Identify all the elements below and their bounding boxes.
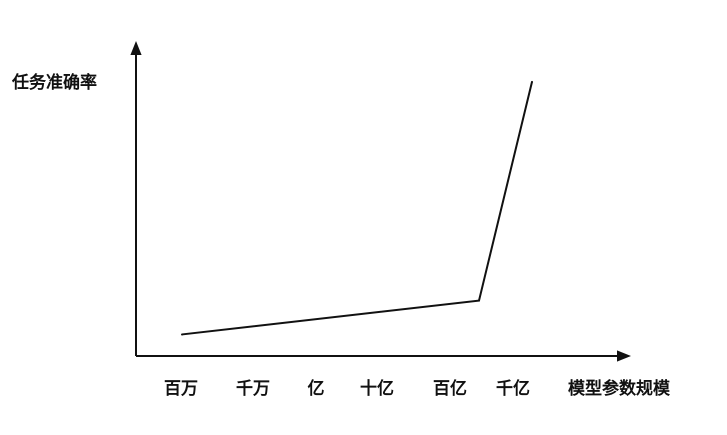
x-tick-label: 十亿 xyxy=(360,378,394,399)
series-line xyxy=(181,81,533,336)
x-tick-label: 千亿 xyxy=(496,378,530,399)
x-tick-label: 亿 xyxy=(308,378,325,399)
x-tick-label: 千万 xyxy=(236,379,270,399)
x-tick-label: 百亿 xyxy=(433,378,467,399)
series-point xyxy=(181,333,183,336)
series-point xyxy=(478,299,480,302)
series-point xyxy=(531,80,533,83)
series-group xyxy=(181,80,533,336)
y-axis-label: 任务准确率 xyxy=(11,72,97,93)
x-axis-label: 模型参数规模 xyxy=(568,378,671,399)
x-tick-labels: 百万 千万 亿 十亿 百亿 千亿 xyxy=(164,378,530,399)
x-tick-label: 百万 xyxy=(164,379,198,399)
